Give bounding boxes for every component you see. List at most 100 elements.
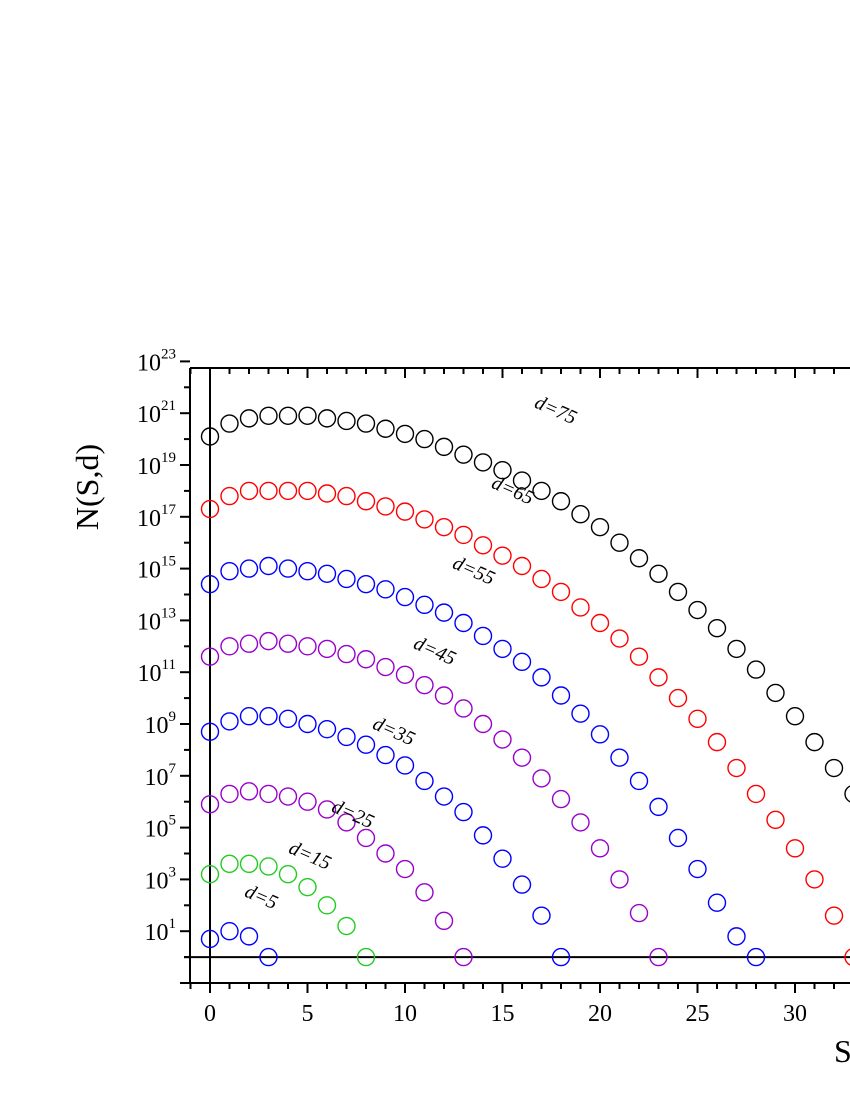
series-label: d=45 <box>410 632 459 670</box>
data-point <box>415 429 434 449</box>
data-point <box>707 732 727 752</box>
data-point <box>415 510 434 529</box>
data-point <box>376 657 395 677</box>
data-point <box>298 406 317 425</box>
data-point <box>551 686 571 705</box>
data-point <box>688 600 707 620</box>
data-point <box>512 748 532 767</box>
data-point <box>278 865 298 884</box>
data-point <box>317 896 337 915</box>
data-point <box>220 561 239 581</box>
series-d=55 <box>200 556 766 967</box>
data-point <box>668 582 688 602</box>
axes: 0 5 10 15 20 25 301011031051071091011101310151… <box>137 346 850 1027</box>
data-point <box>259 947 278 967</box>
data-point <box>629 903 649 923</box>
x-tick-label: 25 <box>686 1001 710 1027</box>
data-point <box>259 784 278 804</box>
data-point <box>415 771 434 791</box>
data-point <box>356 947 376 967</box>
series-labels: d=5d=15d=25d=35d=45d=55d=65d=75 <box>241 391 580 914</box>
series-d=5 <box>200 922 278 967</box>
data-point <box>434 603 454 622</box>
y-tick-label: 1021 <box>137 398 176 428</box>
data-point <box>512 652 532 672</box>
data-point <box>746 784 766 804</box>
data-point <box>649 668 668 687</box>
data-point <box>337 569 356 589</box>
y-tick-label: 1023 <box>137 346 176 376</box>
data-point <box>376 419 395 438</box>
data-point <box>298 561 317 581</box>
data-point <box>317 800 337 819</box>
data-point <box>688 859 707 879</box>
data-point <box>259 481 278 501</box>
data-point <box>688 709 707 729</box>
data-point <box>629 771 649 791</box>
data-point <box>356 574 376 594</box>
data-point <box>590 725 610 744</box>
data-point <box>571 598 590 617</box>
data-point <box>395 502 415 521</box>
data-point <box>493 849 512 868</box>
data-point <box>766 810 785 830</box>
data-point <box>493 546 512 565</box>
data-point <box>220 854 239 874</box>
data-point <box>278 709 298 729</box>
x-tick-label: 20 <box>588 1001 612 1027</box>
data-point <box>844 948 850 966</box>
data-point <box>454 445 473 464</box>
series-d=65 <box>200 481 850 966</box>
data-point <box>571 505 590 524</box>
data-point <box>454 699 473 718</box>
data-point <box>493 730 512 749</box>
data-point <box>844 785 850 803</box>
data-point <box>220 922 239 941</box>
data-point <box>395 424 415 444</box>
data-point <box>337 411 356 431</box>
data-point <box>239 927 259 946</box>
y-tick-label: 1019 <box>137 450 176 480</box>
data-point <box>512 556 532 576</box>
data-point <box>493 639 512 659</box>
data-point <box>395 756 415 775</box>
x-tick-label: 30 <box>783 1001 807 1027</box>
data-points <box>200 406 850 967</box>
data-point <box>610 629 629 648</box>
data-point <box>610 748 629 767</box>
series-label: d=5 <box>241 880 281 914</box>
data-point <box>707 893 727 912</box>
data-point <box>668 828 688 848</box>
y-tick-label: 109 <box>145 709 177 739</box>
data-point <box>746 947 766 967</box>
data-point <box>376 580 395 599</box>
data-point <box>454 947 473 967</box>
data-point <box>317 409 337 428</box>
x-tick-label: 5 <box>302 1001 314 1027</box>
data-point <box>278 787 298 806</box>
data-point <box>220 414 239 433</box>
data-point <box>259 857 278 876</box>
data-point <box>532 769 551 788</box>
data-point <box>434 686 454 705</box>
data-point <box>512 875 532 894</box>
data-point <box>239 481 259 501</box>
data-point <box>239 559 259 578</box>
data-point <box>785 839 805 858</box>
data-point <box>200 929 220 949</box>
data-point <box>649 797 668 817</box>
y-tick-label: 105 <box>145 813 177 843</box>
data-point <box>805 870 824 889</box>
series-label: d=55 <box>449 552 498 590</box>
data-point <box>454 613 473 633</box>
data-point <box>337 813 356 832</box>
data-point <box>259 406 278 425</box>
data-point <box>200 427 220 446</box>
data-point <box>434 437 454 457</box>
y-tick-label: 1017 <box>137 502 177 532</box>
data-point <box>376 745 395 765</box>
data-point <box>356 828 376 848</box>
data-point <box>415 595 434 615</box>
series-label: d=35 <box>369 713 418 751</box>
x-tick-label: 10 <box>393 1001 417 1027</box>
